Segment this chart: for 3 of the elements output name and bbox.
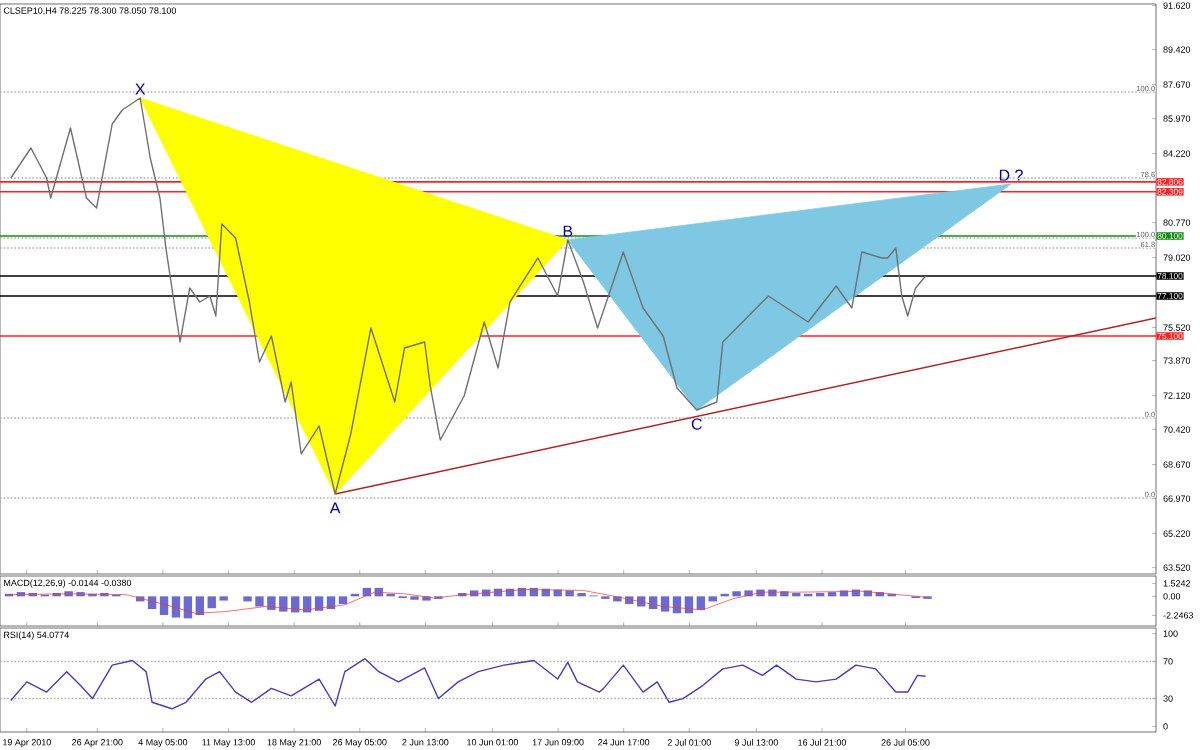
line-series [6, 589, 926, 614]
line-series [10, 657, 927, 710]
line-series [10, 97, 927, 495]
